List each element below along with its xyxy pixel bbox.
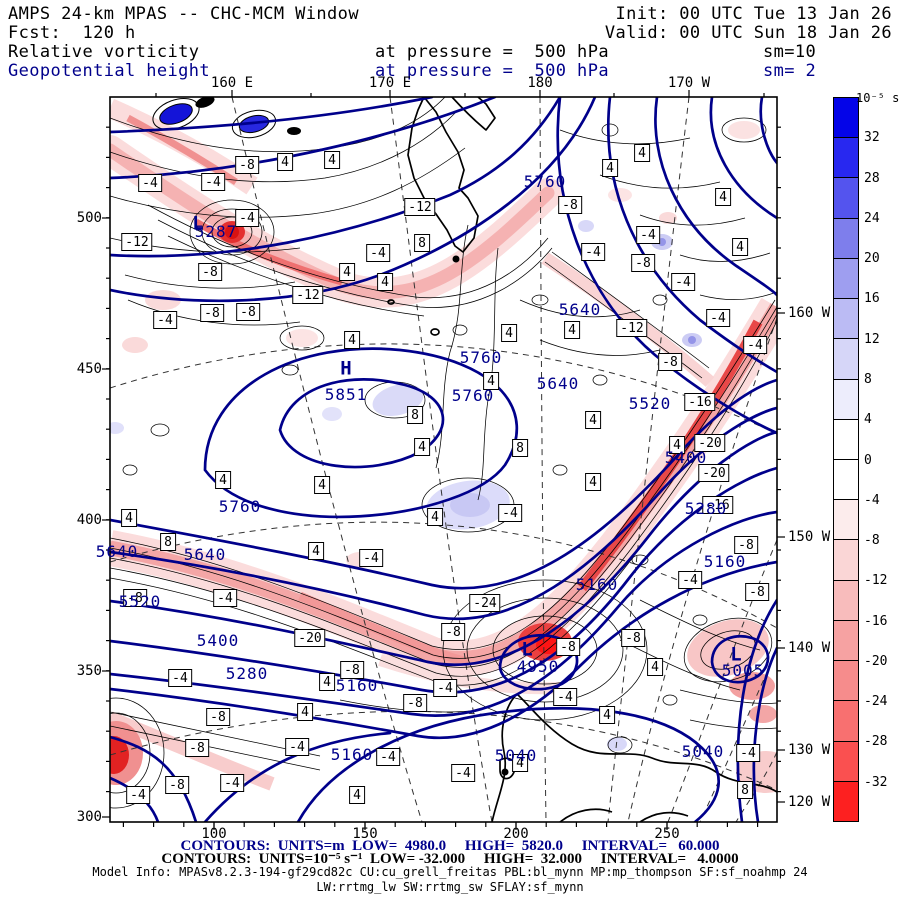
axis-ticks bbox=[102, 90, 785, 830]
colorbar-cell bbox=[834, 661, 858, 702]
field2-smoothing: sm= 2 bbox=[763, 61, 817, 81]
colorbar-units-label: 10⁻⁵ s⁻¹ bbox=[856, 91, 900, 105]
colorbar-cell bbox=[834, 459, 858, 501]
valid-time: Valid: 00 UTC Sun 18 Jan 26 bbox=[604, 23, 892, 43]
field2-name: Geopotential height bbox=[8, 61, 211, 81]
colorbar-cell bbox=[834, 620, 858, 662]
model-info-line2: LW:rrtmg_lw SW:rrtmg_sw SFLAY:sf_mynn bbox=[316, 880, 584, 894]
colorbar-cell bbox=[834, 258, 858, 300]
init-time: Init: 00 UTC Tue 13 Jan 26 bbox=[615, 4, 892, 24]
field1-level: at pressure = 500 hPa bbox=[375, 42, 609, 62]
vorticity-colorbar bbox=[833, 97, 859, 822]
plot-title: AMPS 24-km MPAS -- CHC-MCM Window bbox=[8, 4, 359, 24]
colorbar-cell bbox=[834, 98, 858, 139]
colorbar-cell bbox=[834, 339, 858, 380]
model-info-line1: Model Info: MPASv8.2.3-194-gf29cd82c CU:… bbox=[92, 865, 808, 879]
colorbar-cell bbox=[834, 500, 858, 541]
colorbar-cell bbox=[834, 540, 858, 581]
colorbar-cell bbox=[834, 138, 858, 179]
forecast-hour: Fcst: 120 h bbox=[8, 23, 136, 43]
field1-smoothing: sm=10 bbox=[763, 42, 817, 62]
station-markers bbox=[452, 255, 509, 776]
colorbar-cell bbox=[834, 218, 858, 259]
colorbar-cell bbox=[834, 299, 858, 340]
vorticity-contour-info: CONTOURS: UNITS=10⁻⁵ s⁻¹ LOW= -32.000 HI… bbox=[161, 851, 739, 867]
colorbar-cell bbox=[834, 419, 858, 460]
field2-level: at pressure = 500 hPa bbox=[375, 61, 609, 81]
height-contours bbox=[110, 97, 777, 822]
height-contour-info: CONTOURS: UNITS=m LOW= 4980.0 HIGH= 5820… bbox=[180, 838, 720, 854]
coastlines bbox=[387, 97, 777, 822]
colorbar-cell bbox=[834, 781, 858, 821]
station-dot-christchurch bbox=[452, 255, 460, 263]
strong-positive-vorticity-blob bbox=[159, 103, 193, 125]
station-dot-mcmurdo bbox=[501, 768, 509, 776]
colorbar-cell bbox=[834, 379, 858, 420]
colorbar-cell bbox=[834, 741, 858, 782]
field1-name: Relative vorticity bbox=[8, 42, 200, 62]
colorbar-cell bbox=[834, 178, 858, 219]
colorbar-cell bbox=[834, 580, 858, 621]
colorbar-cell bbox=[834, 701, 858, 742]
